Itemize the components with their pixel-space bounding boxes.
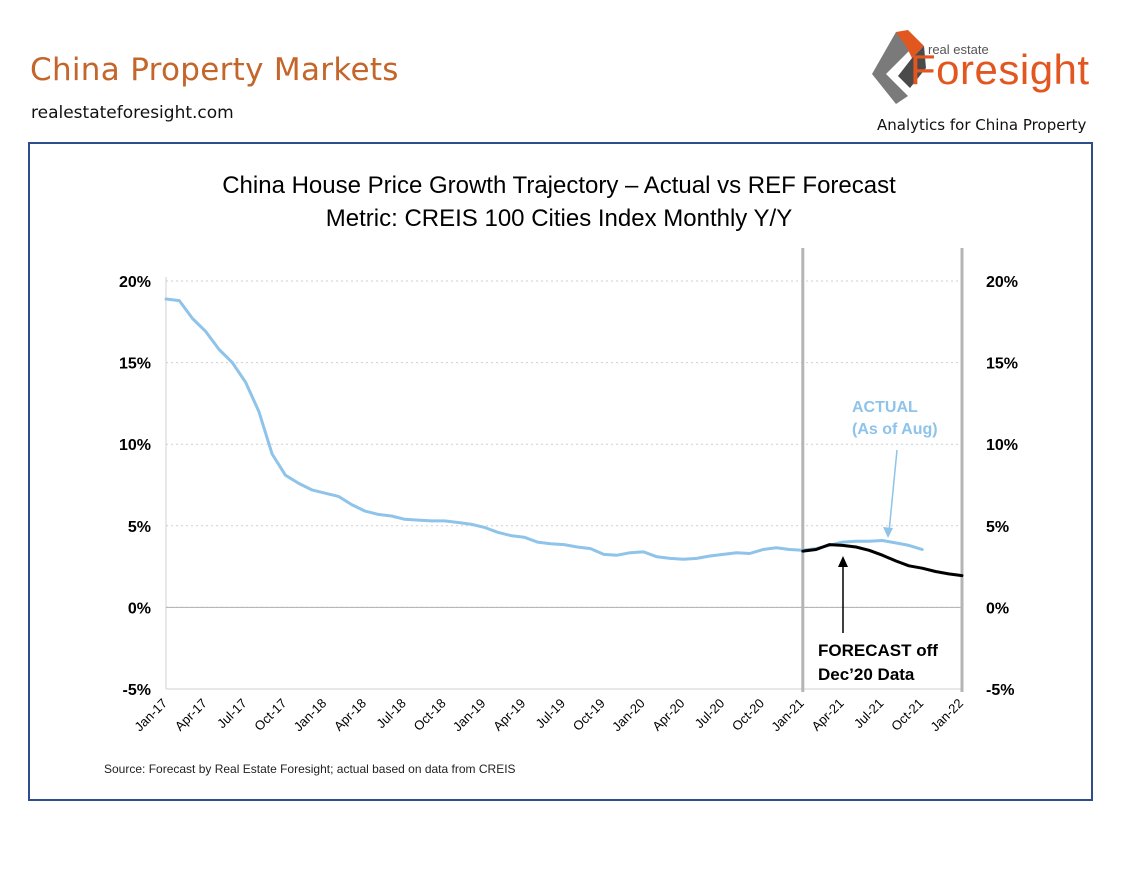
x-tick-label: Jul-19	[532, 696, 568, 732]
x-tick-label: Jan-18	[291, 696, 330, 735]
x-tick-label: Jan-21	[768, 696, 807, 735]
tagline: Analytics for China Property	[877, 116, 1087, 134]
x-tick-label: Jul-21	[851, 696, 887, 732]
logo-mark-dark	[898, 46, 926, 88]
chart-subtitle: Metric: CREIS 100 Cities Index Monthly Y…	[326, 205, 792, 232]
x-tick-label: Jul-17	[214, 696, 250, 732]
x-tick-label: Oct-17	[251, 696, 289, 734]
y-tick-label-left: 10%	[119, 437, 151, 454]
x-tick-label: Apr-19	[490, 696, 528, 734]
chart-frame	[28, 142, 1093, 801]
y-tick-label-left: 5%	[128, 519, 151, 536]
logo-main-text: Foresight	[910, 46, 1090, 93]
x-tick-label: Jan-22	[927, 696, 966, 735]
y-tick-label-right: 15%	[986, 356, 1018, 373]
forecast-annotation-text: Dec’20 Data	[818, 665, 915, 684]
x-tick-label: Jan-17	[131, 696, 170, 735]
x-tick-label: Jul-18	[373, 696, 409, 732]
actual-series-line	[164, 297, 924, 561]
forecast-series-line	[801, 543, 964, 578]
forecast-annotation-text: FORECAST off	[818, 641, 938, 660]
page-title: China Property Markets	[30, 52, 399, 88]
x-tick-label: Apr-18	[331, 696, 369, 734]
y-tick-label-left: 15%	[119, 356, 151, 373]
x-tick-label: Jul-20	[692, 696, 728, 732]
logo-small-text: real estate	[928, 42, 989, 57]
y-tick-label-right: 5%	[986, 519, 1009, 536]
actual-annotation-text: (As of Aug)	[852, 421, 938, 438]
x-tick-label: Oct-18	[411, 696, 449, 734]
forecast-arrowhead	[838, 556, 848, 567]
actual-annotation-text: ACTUAL	[852, 399, 918, 416]
x-tick-label: Oct-21	[888, 696, 926, 734]
x-tick-label: Jan-20	[609, 696, 648, 735]
y-tick-label-right: 10%	[986, 437, 1018, 454]
x-tick-label: Oct-19	[570, 696, 608, 734]
y-tick-label-right: 0%	[986, 600, 1009, 617]
x-tick-label: Apr-21	[809, 696, 847, 734]
y-tick-label-right: -5%	[986, 682, 1014, 699]
x-tick-label: Jan-19	[450, 696, 489, 735]
company-logo: real estate Foresight	[868, 28, 1098, 108]
y-tick-label-right: 20%	[986, 274, 1018, 291]
y-tick-label-left: 20%	[119, 274, 151, 291]
site-url[interactable]: realestateforesight.com	[31, 103, 234, 123]
y-tick-label-left: 0%	[128, 600, 151, 617]
x-tick-label: Oct-20	[729, 696, 767, 734]
logo-mark-grey	[872, 32, 912, 104]
x-tick-label: Apr-20	[649, 696, 687, 734]
x-tick-label: Apr-17	[172, 696, 210, 734]
source-note: Source: Forecast by Real Estate Foresigh…	[104, 762, 516, 776]
actual-arrow-line	[888, 449, 898, 533]
logo-mark-orange	[896, 30, 924, 58]
actual-arrowhead	[883, 527, 893, 538]
y-tick-label-left: -5%	[123, 682, 151, 699]
chart-title: China House Price Growth Trajectory – Ac…	[222, 172, 896, 199]
